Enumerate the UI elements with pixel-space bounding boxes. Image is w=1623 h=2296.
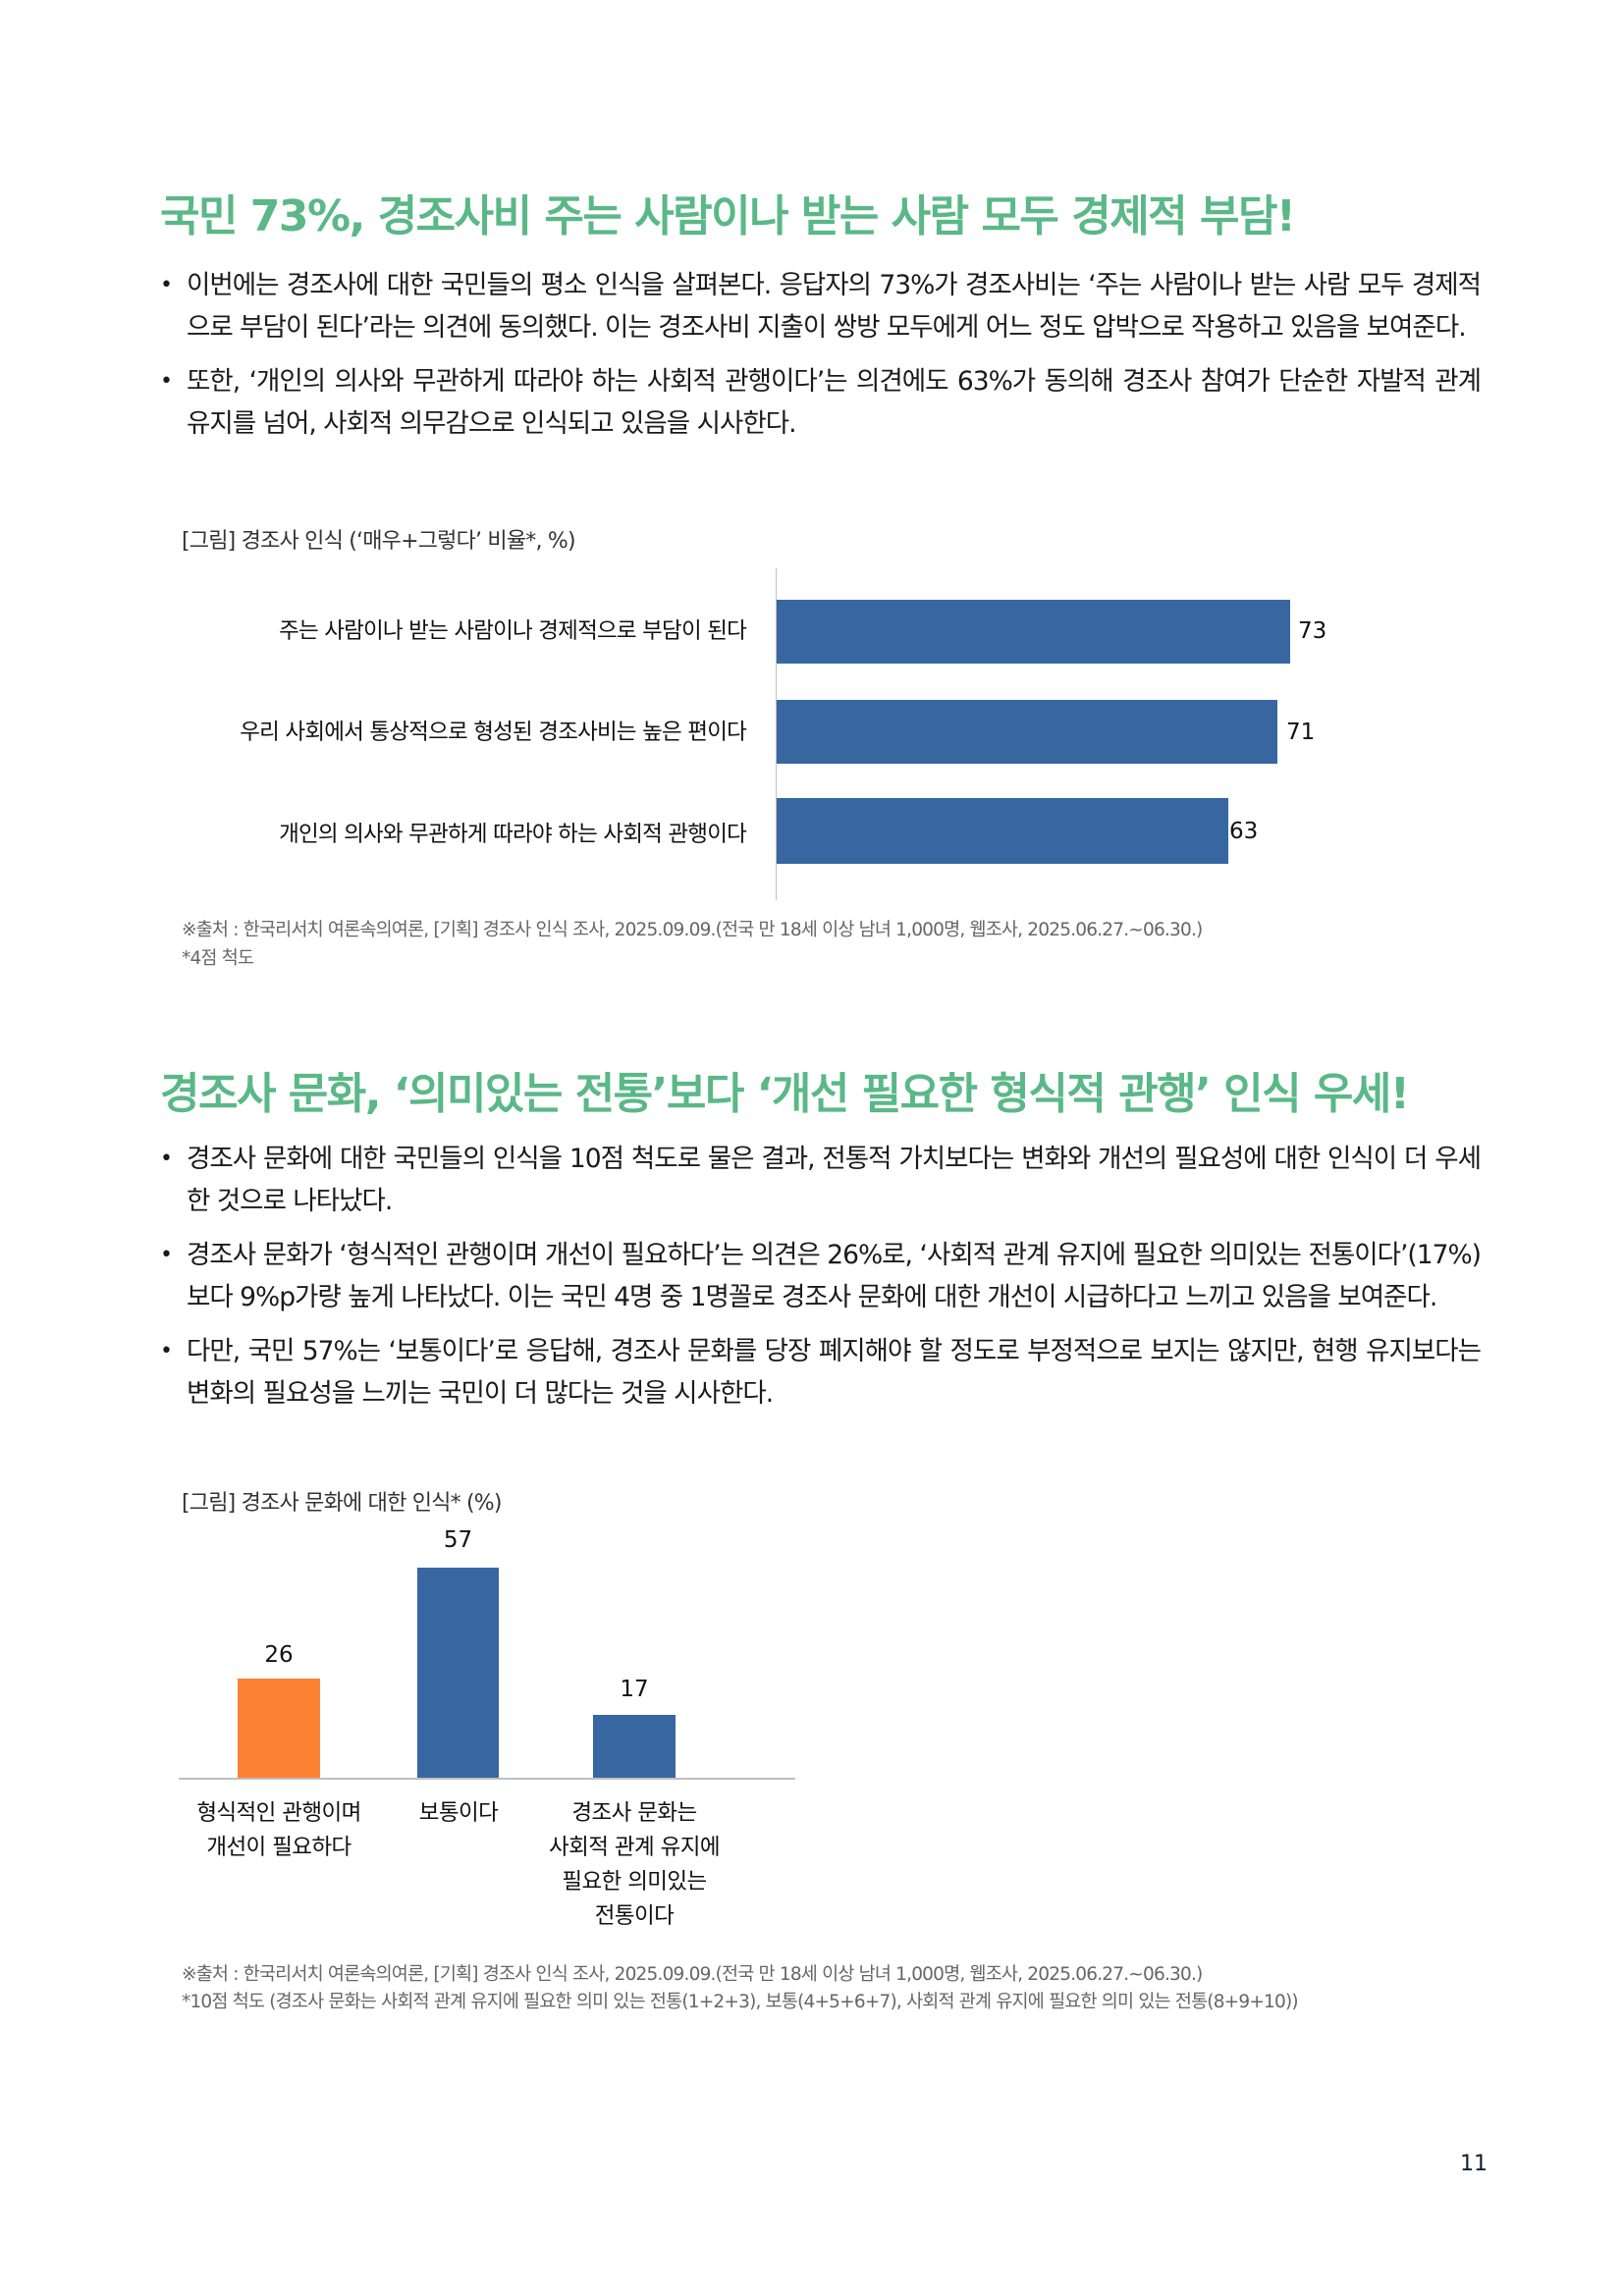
chart2-category-label: 보통이다: [370, 1796, 547, 1831]
chart2-value-label: 17: [620, 1677, 649, 1702]
section1-bullet-list: 이번에는 경조사에 대한 국민들의 평소 인식을 살펴본다. 응답자의 73%가…: [160, 264, 1482, 456]
chart2-category-line: 필요한 의미있는: [562, 1869, 707, 1895]
chart1-value-label: 73: [1298, 618, 1327, 644]
section2-bullet-1: 경조사 문화에 대한 국민들의 인식을 10점 척도로 물은 결과, 전통적 가…: [160, 1138, 1482, 1222]
figure2-note: *10점 척도 (경조사 문화는 사회적 관계 유지에 필요한 의미 있는 전통…: [182, 1992, 1299, 2012]
chart2-value-label: 26: [264, 1642, 294, 1668]
section2-bullet-3: 다만, 국민 57%는 ‘보통이다’로 응답해, 경조사 문화를 당장 폐지해야…: [160, 1330, 1482, 1415]
page-number: 11: [1460, 2152, 1488, 2176]
section2-heading: 경조사 문화, ‘의미있는 전통’보다 ‘개선 필요한 형식적 관행’ 인식 우…: [160, 1069, 1410, 1119]
section1-heading: 국민 73%, 경조사비 주는 사람이나 받는 사람 모두 경제적 부담!: [160, 191, 1296, 241]
chart1-value-label: 71: [1286, 720, 1316, 745]
figure1-title: [그림] 경조사 인식 (‘매우+그렇다’ 비율*, %): [182, 529, 576, 554]
chart1-bar: [777, 600, 1290, 664]
chart2-bar: [417, 1568, 499, 1778]
chart2-category-line: 개선이 필요하다: [206, 1835, 352, 1860]
figure2-source: ※출처 : 한국리서치 여론속의여론, [기획] 경조사 인식 조사, 2025…: [182, 1964, 1203, 1985]
chart2-value-label: 57: [443, 1527, 473, 1553]
chart1-value-label: 63: [1229, 819, 1259, 844]
chart2-category-line: 사회적 관계 유지에: [549, 1835, 721, 1860]
chart1-axis: [776, 568, 777, 900]
chart2-bar: [593, 1715, 676, 1778]
chart2-category-label: 경조사 문화는 사회적 관계 유지에 필요한 의미있는 전통이다: [526, 1796, 742, 1934]
chart1-bar: [777, 798, 1228, 864]
figure2-title: [그림] 경조사 문화에 대한 인식* (%): [182, 1491, 502, 1516]
chart1-category-label: 개인의 의사와 무관하게 따라야 하는 사회적 관행이다: [279, 822, 747, 847]
section1-bullet-1: 이번에는 경조사에 대한 국민들의 평소 인식을 살펴본다. 응답자의 73%가…: [160, 264, 1482, 348]
chart1-category-label: 주는 사람이나 받는 사람이나 경제적으로 부담이 된다: [279, 618, 747, 644]
figure1-note: *4점 척도: [182, 948, 254, 969]
section1-bullet-2: 또한, ‘개인의 의사와 무관하게 따라야 하는 사회적 관행이다’는 의견에도…: [160, 360, 1482, 445]
chart2-category-label: 형식적인 관행이며 개선이 필요하다: [171, 1796, 387, 1865]
section2-bullet-list: 경조사 문화에 대한 국민들의 인식을 10점 척도로 물은 결과, 전통적 가…: [160, 1138, 1482, 1426]
chart2-category-line: 보통이다: [418, 1800, 499, 1826]
chart1-category-label: 우리 사회에서 통상적으로 형성된 경조사비는 높은 편이다: [240, 720, 747, 745]
chart2-category-line: 경조사 문화는: [571, 1800, 697, 1826]
chart2-category-line: 형식적인 관행이며: [196, 1800, 361, 1826]
chart2-axis: [179, 1778, 795, 1780]
chart2-category-line: 전통이다: [594, 1903, 675, 1929]
chart2-bar-orange: [238, 1679, 320, 1778]
chart1-bar: [777, 700, 1277, 764]
section2-bullet-2: 경조사 문화가 ‘형식적인 관행이며 개선이 필요하다’는 의견은 26%로, …: [160, 1234, 1482, 1318]
figure1-source: ※출처 : 한국리서치 여론속의여론, [기획] 경조사 인식 조사, 2025…: [182, 920, 1203, 940]
